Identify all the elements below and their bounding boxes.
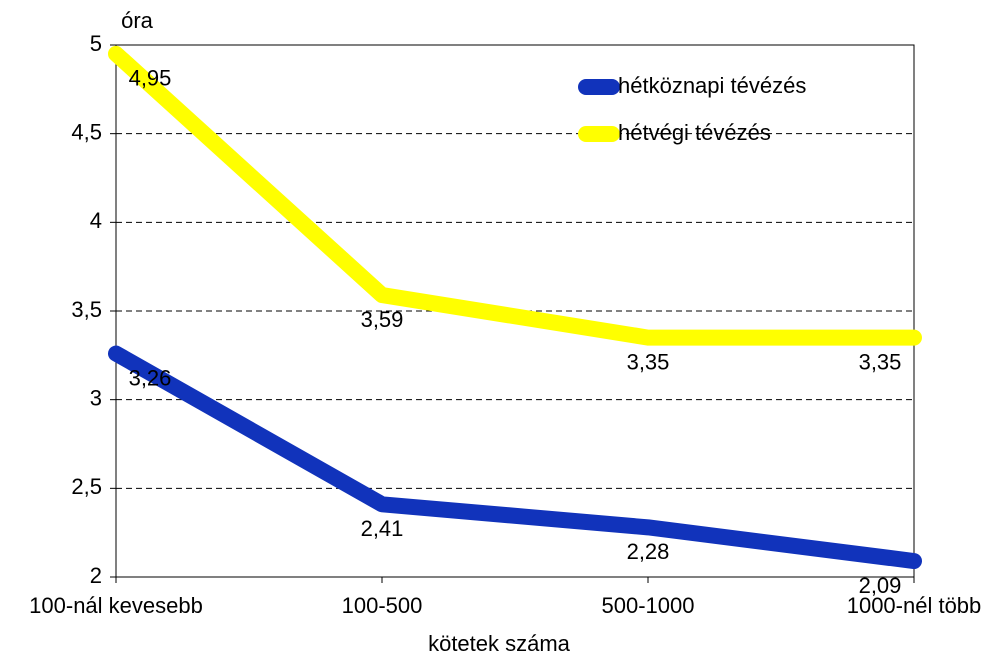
y-tick-label: 2,5 — [71, 474, 102, 499]
legend-label: hétköznapi tévézés — [618, 73, 806, 98]
y-tick-label: 2 — [90, 563, 102, 588]
y-axis-title: óra — [121, 8, 154, 33]
plot-frame — [115, 44, 915, 578]
x-tick-label: 100-500 — [342, 593, 423, 618]
x-axis-title: kötetek száma — [428, 631, 571, 656]
y-tick-label: 4 — [90, 208, 102, 233]
y-tick-label: 3,5 — [71, 297, 102, 322]
data-label: 3,35 — [859, 349, 902, 374]
data-label: 2,41 — [361, 516, 404, 541]
legend-label: hétvégi tévézés — [618, 120, 771, 145]
y-tick-label: 4,5 — [71, 119, 102, 144]
y-tick-label: 3 — [90, 385, 102, 410]
series-line — [108, 345, 922, 570]
data-label: 2,09 — [859, 573, 902, 598]
series-line — [108, 45, 922, 346]
data-label: 3,35 — [627, 349, 670, 374]
y-tick-label: 5 — [90, 31, 102, 56]
x-tick-label: 100-nál kevesebb — [29, 593, 203, 618]
x-tick-label: 1000-nél több — [847, 593, 982, 618]
data-label: 4,95 — [129, 66, 172, 91]
data-label: 3,59 — [361, 307, 404, 332]
x-tick-label: 500-1000 — [602, 593, 695, 618]
data-label: 3,26 — [129, 365, 172, 390]
data-label: 2,28 — [627, 539, 670, 564]
